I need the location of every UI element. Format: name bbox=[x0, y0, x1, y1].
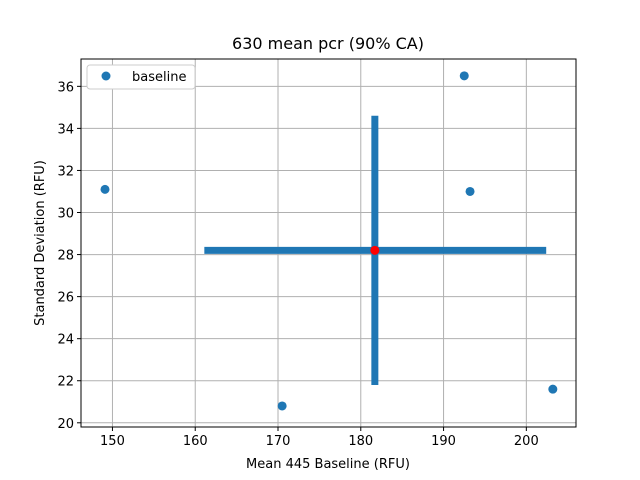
legend-marker bbox=[101, 71, 111, 81]
mean-marker bbox=[370, 245, 380, 255]
y-tick-label: 22 bbox=[57, 375, 74, 390]
chart-title: 630 mean pcr (90% CA) bbox=[232, 34, 424, 53]
y-tick-label: 26 bbox=[57, 291, 74, 306]
legend-box bbox=[86, 64, 196, 90]
plot-area bbox=[81, 59, 576, 427]
y-tick-label: 28 bbox=[57, 249, 74, 264]
x-tick-label: 200 bbox=[514, 434, 539, 449]
data-point bbox=[277, 401, 287, 411]
legend-label-baseline: baseline bbox=[132, 70, 186, 85]
x-axis-label: Mean 445 Baseline (RFU) bbox=[246, 457, 410, 472]
y-tick-label: 20 bbox=[57, 417, 74, 432]
data-point bbox=[465, 186, 475, 196]
y-tick-label: 36 bbox=[57, 80, 74, 95]
mean-point bbox=[370, 245, 380, 255]
data-point bbox=[459, 71, 469, 81]
y-tick-label: 32 bbox=[57, 164, 74, 179]
plot-frame bbox=[80, 58, 577, 428]
y-tick-label: 34 bbox=[57, 122, 74, 137]
x-tick-label: 160 bbox=[183, 434, 208, 449]
y-axis-ticks: 20 22 24 26 28 30 32 34 36 bbox=[57, 80, 81, 432]
x-tick-label: 170 bbox=[266, 434, 291, 449]
grid bbox=[81, 59, 576, 427]
x-tick-label: 190 bbox=[431, 434, 456, 449]
y-axis-label: Standard Deviation (RFU) bbox=[33, 160, 48, 326]
data-points bbox=[100, 71, 558, 411]
y-tick-label: 24 bbox=[57, 333, 74, 348]
legend: baseline bbox=[86, 64, 196, 90]
data-point bbox=[548, 384, 558, 394]
x-tick-label: 150 bbox=[100, 434, 125, 449]
x-tick-label: 180 bbox=[348, 434, 373, 449]
x-axis-ticks: 150 160 170 180 190 200 bbox=[100, 427, 539, 449]
data-point bbox=[100, 184, 110, 194]
y-tick-label: 30 bbox=[57, 207, 74, 222]
